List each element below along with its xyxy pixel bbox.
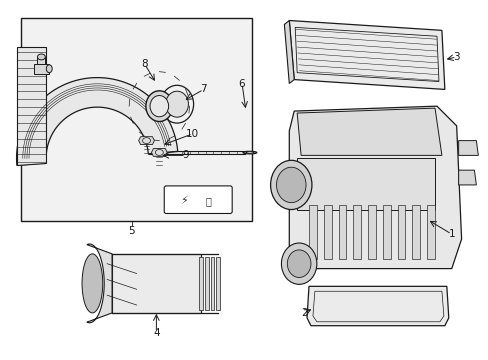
Text: 5: 5 — [128, 226, 135, 236]
Polygon shape — [216, 257, 220, 310]
Polygon shape — [34, 64, 49, 74]
Text: 9: 9 — [182, 150, 189, 161]
Ellipse shape — [155, 149, 163, 156]
Polygon shape — [38, 57, 45, 64]
Polygon shape — [306, 286, 448, 326]
Ellipse shape — [82, 254, 102, 313]
Polygon shape — [411, 204, 419, 259]
Polygon shape — [148, 151, 244, 154]
Polygon shape — [17, 78, 177, 165]
Text: 1: 1 — [447, 229, 454, 239]
Ellipse shape — [46, 65, 52, 73]
Bar — [20, 18, 251, 221]
Text: 7: 7 — [200, 84, 206, 94]
Polygon shape — [198, 257, 202, 310]
Polygon shape — [308, 204, 316, 259]
Ellipse shape — [281, 243, 316, 284]
Text: 6: 6 — [238, 78, 245, 89]
Text: 📖: 📖 — [205, 196, 211, 206]
Text: ⚡: ⚡ — [180, 196, 187, 206]
Ellipse shape — [270, 160, 311, 210]
Polygon shape — [139, 137, 154, 145]
Ellipse shape — [150, 95, 168, 117]
Polygon shape — [151, 148, 167, 156]
Polygon shape — [458, 141, 477, 156]
Ellipse shape — [243, 151, 256, 154]
Ellipse shape — [142, 138, 150, 144]
Polygon shape — [87, 244, 112, 323]
Polygon shape — [338, 204, 346, 259]
Ellipse shape — [245, 152, 253, 153]
Ellipse shape — [38, 54, 45, 60]
Polygon shape — [352, 204, 361, 259]
Polygon shape — [397, 204, 405, 259]
Polygon shape — [204, 257, 208, 310]
Polygon shape — [17, 47, 46, 165]
Polygon shape — [284, 21, 294, 84]
Polygon shape — [382, 204, 390, 259]
Text: 4: 4 — [153, 328, 160, 338]
Ellipse shape — [145, 91, 172, 122]
Text: 2: 2 — [300, 308, 307, 318]
Polygon shape — [458, 170, 475, 185]
Polygon shape — [297, 158, 434, 210]
Ellipse shape — [165, 91, 188, 117]
Text: 3: 3 — [452, 52, 459, 62]
Polygon shape — [112, 254, 200, 313]
Polygon shape — [323, 204, 331, 259]
Text: 8: 8 — [141, 59, 147, 69]
Text: 10: 10 — [186, 129, 199, 139]
Polygon shape — [426, 204, 434, 259]
Polygon shape — [289, 106, 461, 269]
FancyBboxPatch shape — [164, 186, 232, 213]
Polygon shape — [367, 204, 375, 259]
Polygon shape — [297, 108, 441, 156]
Polygon shape — [210, 257, 214, 310]
Polygon shape — [289, 21, 444, 89]
Ellipse shape — [287, 250, 310, 278]
Ellipse shape — [276, 167, 305, 203]
